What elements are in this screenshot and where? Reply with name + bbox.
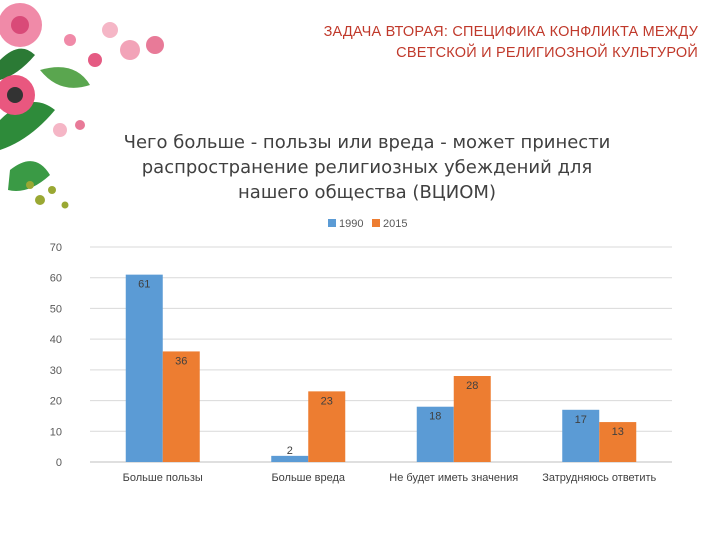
bar-2015-4	[599, 422, 637, 462]
legend-label-2015: 2015	[383, 218, 407, 230]
y-tick-label: 30	[50, 365, 62, 377]
y-axis: 0 10 20 30 40 50 60 70	[50, 242, 62, 469]
legend-swatch-2015	[372, 219, 380, 227]
data-label-1990-1: 61	[138, 279, 150, 291]
chart-title-line-2: распространение религиозных убеждений дл…	[142, 157, 593, 178]
bar-1990-2	[271, 455, 309, 462]
x-axis: Больше пользы Больше вреда Не будет иметь …	[123, 472, 657, 484]
slide-title-line-1: ЗАДАЧА ВТОРАЯ: СПЕЦИФИКА КОНФЛИКТА МЕЖДУ	[323, 24, 698, 40]
flower-icon	[0, 3, 164, 137]
legend-swatch-1990	[328, 219, 336, 227]
data-label-2015-1: 36	[175, 355, 187, 367]
y-tick-label: 70	[50, 242, 62, 254]
data-label-2015-3: 28	[466, 380, 478, 392]
legend-label-1990: 1990	[339, 218, 363, 230]
bar-1990-1	[125, 274, 163, 462]
chart-title-line-1: Чего больше - пользы или вреда - может п…	[124, 132, 611, 153]
bar-2015-2	[308, 391, 346, 462]
chart-legend: 1990 2015	[328, 218, 407, 230]
bar-2015-1	[162, 351, 200, 462]
x-tick-label: Больше вреда	[271, 472, 345, 484]
chart-bars	[125, 274, 637, 462]
x-tick-label: Больше пользы	[123, 472, 203, 484]
data-label-1990-3: 18	[429, 411, 441, 423]
bar-1990-3	[416, 406, 454, 462]
bud-icon	[26, 181, 69, 209]
bar-2015-3	[453, 376, 491, 462]
data-label-2015-2: 23	[321, 395, 333, 407]
data-label-1990-4: 17	[575, 414, 587, 426]
floral-decoration	[0, 3, 164, 209]
data-label-1990-2: 2	[287, 445, 293, 457]
slide-title: ЗАДАЧА ВТОРАЯ: СПЕЦИФИКА КОНФЛИКТА МЕЖДУ…	[324, 22, 698, 64]
data-label-2015-4: 13	[612, 426, 624, 438]
y-tick-label: 0	[56, 457, 62, 469]
data-labels: 61 36 2 23 18 28 17 13	[138, 279, 624, 457]
y-tick-label: 10	[50, 426, 62, 438]
slide-title-line-2: СВЕТСКОЙ И РЕЛИГИОЗНОЙ КУЛЬТУРОЙ	[396, 45, 698, 61]
y-tick-label: 20	[50, 396, 62, 408]
chart-title: Чего больше - пользы или вреда - может п…	[124, 132, 611, 203]
chart-title-line-3: нашего общества (ВЦИОМ)	[238, 182, 496, 203]
y-tick-label: 50	[50, 303, 62, 315]
y-tick-label: 40	[50, 334, 62, 346]
bar-1990-4	[562, 409, 600, 462]
x-tick-label: Не будет иметь значения	[389, 472, 518, 484]
y-tick-label: 60	[50, 273, 62, 285]
x-tick-label: Затрудняюсь ответить	[542, 472, 656, 484]
